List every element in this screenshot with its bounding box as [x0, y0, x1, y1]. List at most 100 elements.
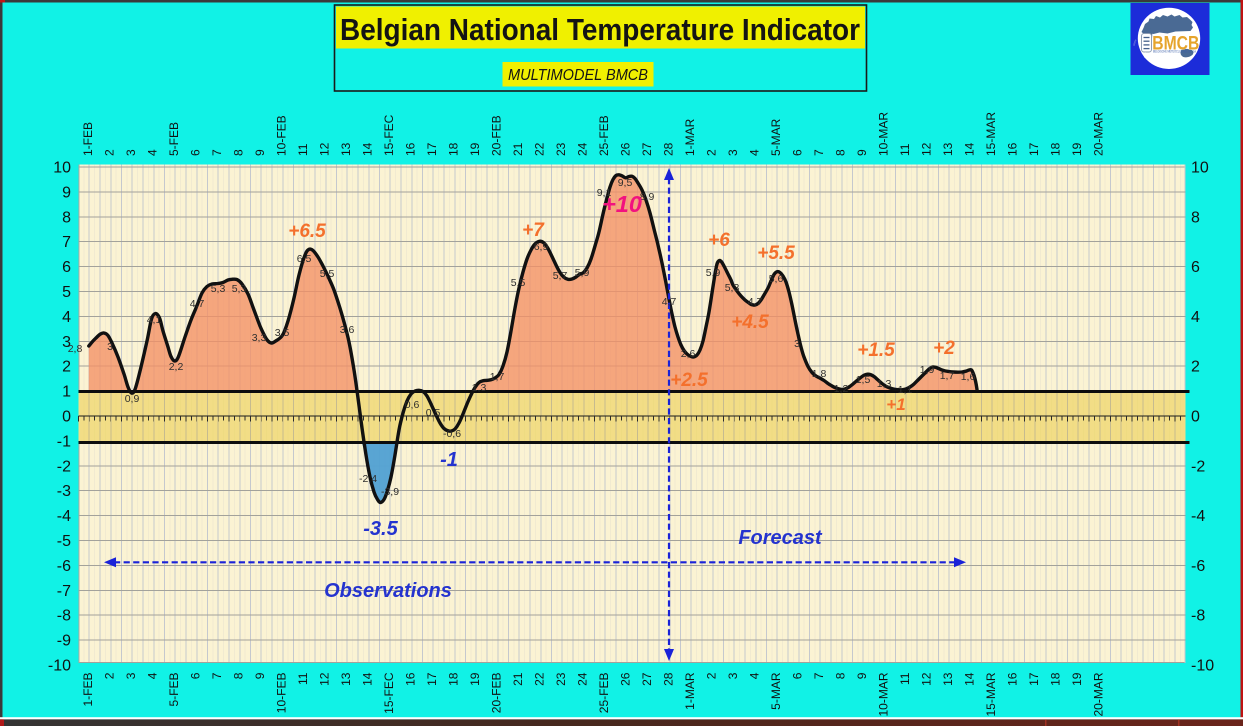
svg-text:15-MAR: 15-MAR [984, 672, 998, 716]
svg-text:5-MAR: 5-MAR [769, 118, 783, 156]
svg-text:22: 22 [532, 142, 546, 156]
svg-text:2,2: 2,2 [169, 361, 184, 373]
svg-text:8: 8 [62, 209, 71, 226]
svg-text:3: 3 [124, 672, 138, 679]
svg-text:21: 21 [511, 672, 525, 686]
svg-text:10: 10 [1191, 160, 1209, 177]
svg-text:18: 18 [446, 672, 460, 686]
svg-text:5,9: 5,9 [575, 267, 590, 279]
svg-text:2: 2 [102, 149, 116, 156]
svg-text:25-FEB: 25-FEB [597, 115, 611, 156]
svg-text:20-FEB: 20-FEB [489, 673, 503, 714]
svg-text:-0,6: -0,6 [443, 428, 461, 440]
svg-text:1,3: 1,3 [472, 382, 487, 394]
svg-text:6: 6 [188, 149, 202, 156]
svg-text:8: 8 [833, 149, 847, 156]
svg-text:18: 18 [1048, 142, 1062, 156]
svg-text:3,3: 3,3 [252, 332, 267, 344]
svg-text:5,3: 5,3 [211, 283, 226, 295]
svg-text:3: 3 [726, 672, 740, 679]
svg-text:18: 18 [1048, 672, 1062, 686]
svg-text:2: 2 [1191, 359, 1200, 376]
svg-text:14: 14 [360, 672, 374, 686]
svg-text:4: 4 [145, 149, 159, 156]
svg-text:11: 11 [296, 143, 310, 156]
svg-text:+2: +2 [933, 338, 955, 359]
svg-text:Forecast: Forecast [738, 527, 823, 549]
svg-text:6: 6 [62, 259, 71, 276]
svg-text:5,5: 5,5 [511, 277, 526, 289]
svg-text:-2: -2 [57, 458, 71, 475]
svg-text:1: 1 [62, 384, 71, 401]
svg-text:1,6: 1,6 [961, 371, 976, 383]
svg-text:26: 26 [618, 672, 632, 686]
svg-text:5,5: 5,5 [320, 268, 335, 280]
svg-text:22: 22 [532, 672, 546, 686]
svg-text:4,7: 4,7 [662, 296, 677, 308]
svg-text:+1: +1 [886, 395, 905, 414]
svg-text:4: 4 [747, 672, 761, 679]
svg-text:6,5: 6,5 [297, 253, 312, 265]
svg-text:2: 2 [704, 672, 718, 679]
svg-text:12: 12 [919, 672, 933, 686]
svg-text:9: 9 [253, 672, 267, 679]
svg-text:MULTIMODEL BMCB: MULTIMODEL BMCB [508, 67, 648, 84]
svg-text:16: 16 [403, 672, 417, 686]
svg-text:-3: -3 [57, 483, 71, 500]
svg-text:-6: -6 [57, 558, 71, 575]
svg-text:24: 24 [575, 672, 589, 686]
svg-text:15-FEC: 15-FEC [382, 672, 396, 714]
svg-text:17: 17 [425, 672, 439, 686]
svg-text:7: 7 [812, 672, 826, 679]
svg-text:2: 2 [704, 149, 718, 156]
svg-text:-1: -1 [440, 449, 458, 471]
svg-text:2: 2 [102, 672, 116, 679]
svg-text:23: 23 [554, 672, 568, 686]
svg-text:4,7: 4,7 [748, 296, 763, 308]
svg-text:-4: -4 [57, 508, 71, 525]
svg-text:1,3: 1,3 [877, 378, 892, 390]
svg-text:-3.5: -3.5 [363, 518, 398, 540]
svg-text:3: 3 [107, 341, 113, 353]
svg-text:7: 7 [62, 234, 71, 251]
svg-text:2: 2 [62, 359, 71, 376]
svg-text:10-MAR: 10-MAR [876, 112, 890, 156]
svg-text:1,5: 1,5 [856, 374, 871, 386]
svg-text:26: 26 [618, 142, 632, 156]
svg-text:5-MAR: 5-MAR [769, 672, 783, 710]
svg-text:3: 3 [124, 149, 138, 156]
svg-text:+4.5: +4.5 [731, 312, 769, 333]
svg-text:Belgian National Temperature I: Belgian National Temperature Indicator [340, 13, 860, 47]
svg-text:www: www [1132, 38, 1138, 46]
svg-text:27: 27 [640, 142, 654, 156]
svg-text:13: 13 [941, 142, 955, 156]
svg-text:14: 14 [360, 142, 374, 156]
svg-text:16: 16 [1005, 142, 1019, 156]
svg-text:23: 23 [554, 142, 568, 156]
svg-text:16: 16 [1005, 672, 1019, 686]
svg-text:9,1: 9,1 [597, 187, 612, 199]
svg-text:1,8: 1,8 [812, 368, 827, 380]
svg-text:28: 28 [661, 672, 675, 686]
svg-text:9: 9 [855, 149, 869, 156]
svg-text:-3,9: -3,9 [381, 486, 399, 498]
svg-text:24: 24 [575, 142, 589, 156]
svg-text:5,7: 5,7 [553, 270, 568, 282]
svg-text:12: 12 [317, 142, 331, 156]
svg-text:13: 13 [339, 142, 353, 156]
svg-text:0,9: 0,9 [125, 393, 140, 405]
svg-text:25-FEB: 25-FEB [597, 673, 611, 714]
svg-text:+2.5: +2.5 [670, 370, 708, 391]
svg-text:9: 9 [62, 184, 71, 201]
svg-text:5,3: 5,3 [232, 283, 247, 295]
svg-text:15-MAR: 15-MAR [984, 112, 998, 156]
svg-text:4,1: 4,1 [147, 314, 162, 326]
svg-text:5,9: 5,9 [706, 267, 721, 279]
svg-text:8: 8 [231, 149, 245, 156]
svg-text:4,7: 4,7 [190, 298, 205, 310]
svg-text:18: 18 [446, 142, 460, 156]
svg-text:7: 7 [210, 149, 224, 156]
svg-text:11: 11 [898, 143, 912, 156]
svg-text:1,7: 1,7 [940, 370, 955, 382]
svg-text:21: 21 [511, 142, 525, 156]
